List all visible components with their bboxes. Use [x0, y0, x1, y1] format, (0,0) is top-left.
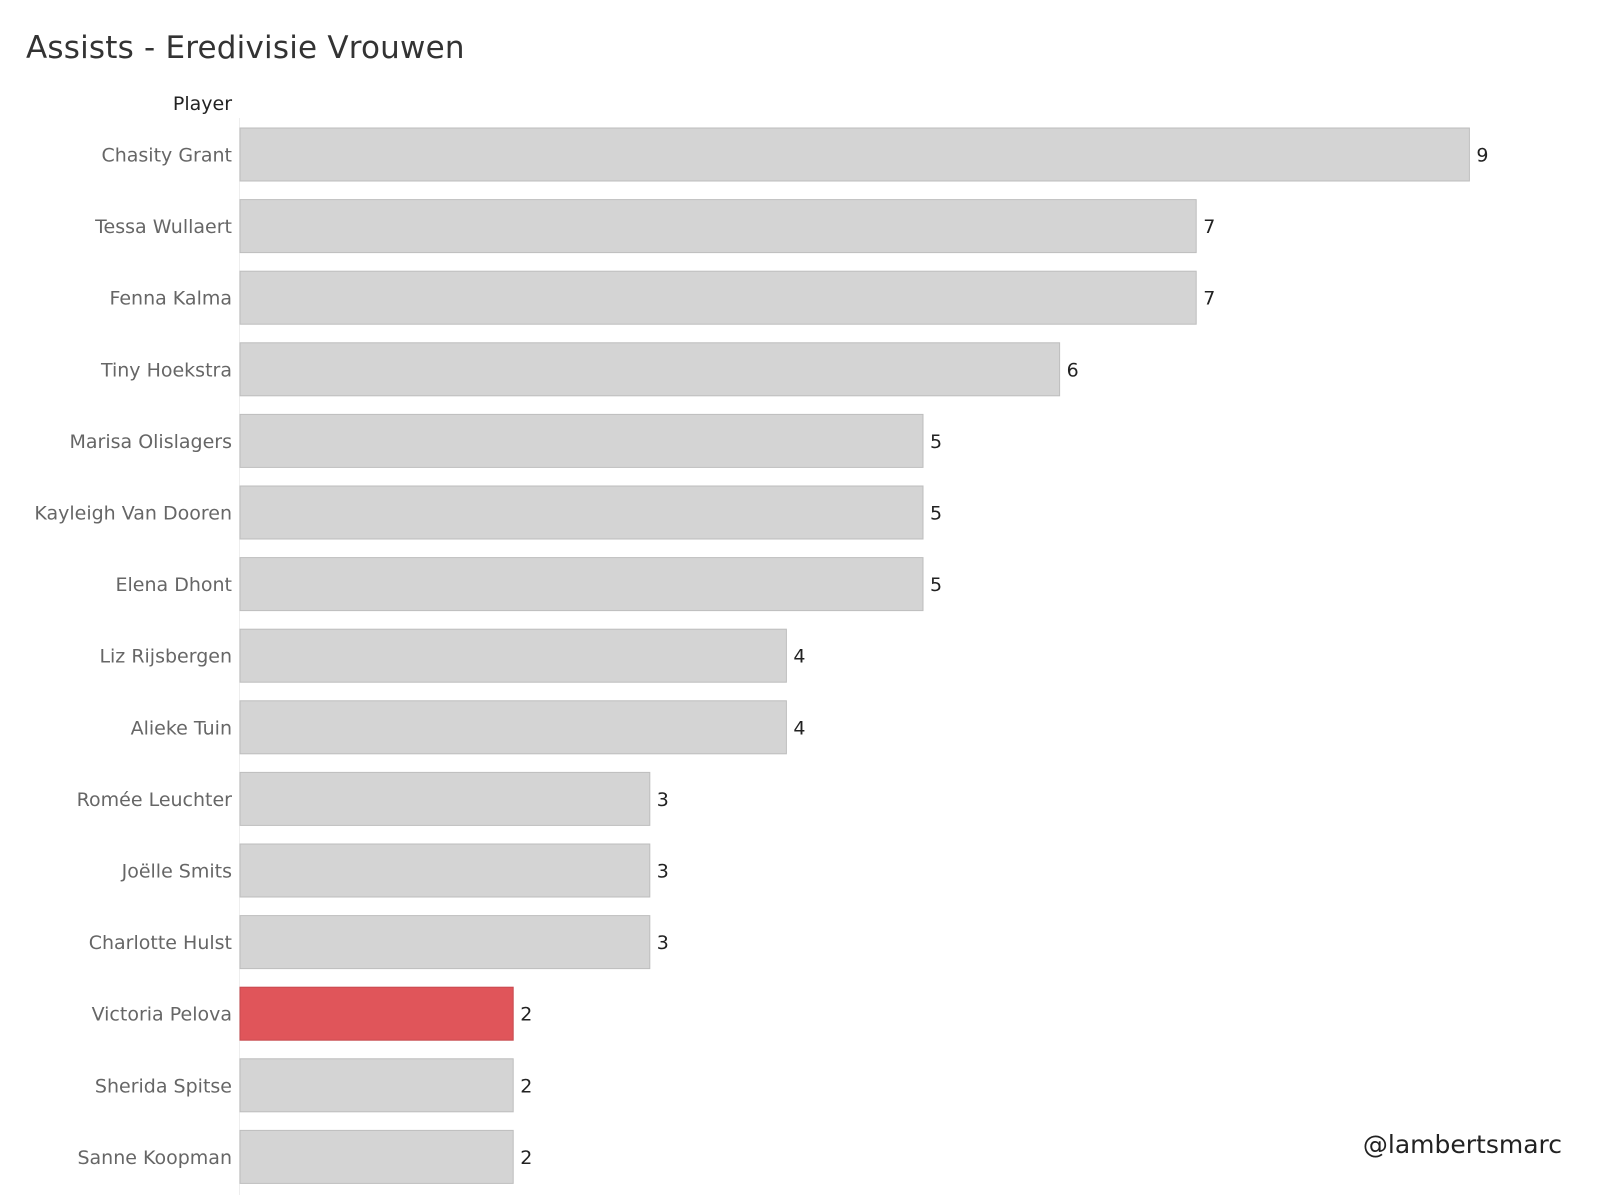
category-label: Victoria Pelova [92, 1004, 232, 1026]
bar[interactable] [239, 199, 1197, 254]
value-label: 3 [657, 932, 669, 954]
bar[interactable] [239, 915, 651, 970]
value-label: 4 [793, 717, 805, 739]
category-label: Sherida Spitse [95, 1075, 232, 1097]
bar[interactable] [239, 986, 514, 1041]
value-label: 5 [930, 503, 942, 525]
value-label: 2 [520, 1075, 532, 1097]
bar[interactable] [239, 1058, 514, 1113]
bar[interactable] [239, 485, 924, 540]
bar[interactable] [239, 771, 651, 826]
value-label: 2 [520, 1004, 532, 1026]
bar[interactable] [239, 413, 924, 468]
row-header: Player [172, 93, 232, 115]
bar[interactable] [239, 342, 1061, 397]
bar[interactable] [239, 843, 651, 898]
value-label: 7 [1203, 288, 1215, 310]
bar[interactable] [239, 1129, 514, 1184]
bar[interactable] [239, 700, 787, 755]
category-label: Elena Dhont [116, 574, 233, 596]
bar[interactable] [239, 557, 924, 612]
category-label: Tessa Wullaert [94, 216, 232, 238]
value-label: 3 [657, 789, 669, 811]
value-label: 6 [1067, 359, 1079, 381]
value-label: 5 [930, 574, 942, 596]
category-label: Joëlle Smits [121, 861, 232, 883]
category-label: Fenna Kalma [109, 288, 232, 310]
category-label: Kayleigh Van Dooren [34, 503, 232, 525]
value-label: 7 [1203, 216, 1215, 238]
value-label: 5 [930, 431, 942, 453]
chart-title: Assists - Eredivisie Vrouwen [26, 30, 465, 66]
bar[interactable] [239, 270, 1197, 325]
value-label: 3 [657, 861, 669, 883]
bar[interactable] [239, 127, 1470, 182]
value-label: 2 [520, 1147, 532, 1169]
category-label: Tiny Hoekstra [100, 359, 232, 381]
watermark: @lambertsmarc [1362, 1130, 1562, 1159]
category-label: Romée Leuchter [77, 789, 233, 811]
category-label: Alieke Tuin [131, 717, 232, 739]
category-label: Charlotte Hulst [89, 932, 232, 954]
bar[interactable] [239, 628, 787, 683]
value-label: 9 [1476, 145, 1488, 167]
category-label: Marisa Olislagers [69, 431, 232, 453]
category-label: Chasity Grant [101, 145, 232, 167]
category-label: Sanne Koopman [77, 1147, 232, 1169]
category-label: Liz Rijsbergen [99, 646, 232, 668]
value-label: 4 [793, 646, 805, 668]
